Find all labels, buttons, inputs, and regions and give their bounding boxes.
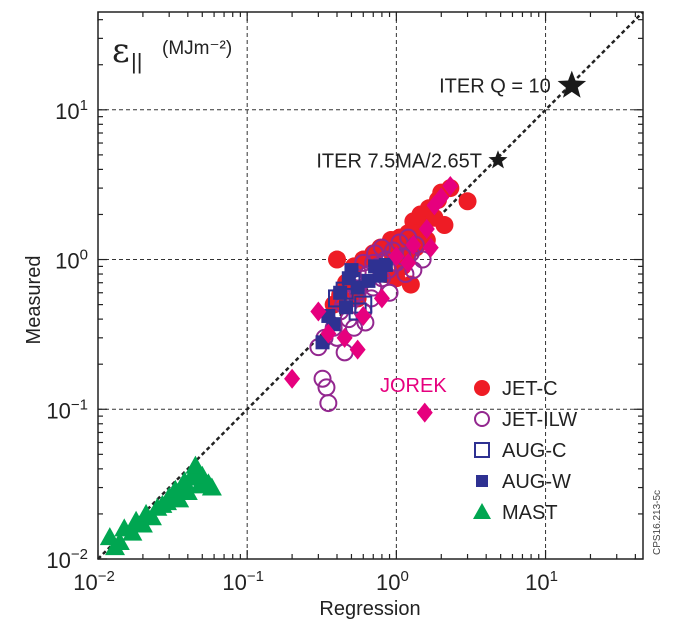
legend-label-aug-w: AUG-W [502, 471, 571, 493]
legend: JET-C JET-ILW AUG-C AUG-W MAST [473, 378, 577, 524]
figure-code: CPS16.213-5c [652, 490, 663, 555]
quantity-subscript: || [131, 49, 142, 74]
point-jorek [388, 246, 405, 267]
point-mast [141, 507, 162, 526]
point-aug-w [378, 257, 393, 272]
legend-label-aug-c: AUG-C [502, 440, 566, 462]
point-jorek [405, 235, 422, 256]
iter-q10-star-icon [557, 70, 587, 98]
point-aug-w [333, 285, 348, 300]
x-tick-label: 101 [525, 568, 558, 595]
legend-label-jet-ilw: JET-ILW [502, 409, 577, 431]
legend-marker-mast [473, 503, 491, 519]
data-marks [99, 175, 477, 556]
point-jorek [400, 252, 417, 273]
iter-q10-label: ITER Q = 10 [439, 76, 551, 98]
y-tick-label: 10−2 [46, 546, 88, 573]
point-mast [156, 492, 177, 511]
point-jorek [418, 218, 435, 239]
axis-ticks: 10−2 10−1 100 101 10−2 10−1 100 101 [46, 12, 643, 595]
point-jorek [320, 323, 337, 344]
iter-7p5ma-star-icon [488, 150, 508, 169]
legend-marker-aug-c [474, 442, 490, 458]
x-tick-label: 10−1 [222, 568, 264, 595]
point-mast [132, 514, 153, 533]
point-jorek [336, 327, 353, 348]
iter-7p5ma-label: ITER 7.5MA/2.65T [316, 150, 482, 172]
point-jet-c [458, 192, 477, 211]
plot-frame [97, 11, 644, 560]
point-aug-w [373, 268, 388, 283]
point-jorek [433, 187, 450, 208]
point-mast [185, 455, 206, 474]
point-jet-c [401, 275, 420, 294]
y-tick-label: 100 [55, 247, 88, 274]
point-jorek [442, 175, 459, 196]
point-jet-ilw [319, 394, 338, 413]
legend-label-mast: MAST [502, 502, 558, 524]
legend-label-jet-c: JET-C [502, 378, 558, 400]
point-jorek [310, 301, 327, 322]
point-jet-c [435, 216, 454, 235]
point-jorek [373, 288, 390, 309]
legend-marker-aug-w [476, 475, 488, 487]
point-aug-w [339, 300, 354, 315]
y-tick-label: 101 [55, 97, 88, 124]
point-jorek [416, 402, 433, 423]
point-mast [109, 531, 130, 550]
y-axis-title: Measured [23, 256, 45, 345]
iter-markers: ITER Q = 10 ITER 7.5MA/2.65T [316, 70, 587, 172]
legend-marker-jet-c [474, 380, 490, 396]
x-tick-label: 100 [376, 568, 409, 595]
quantity-symbol: ε [112, 31, 130, 71]
point-jet-ilw [372, 238, 391, 257]
x-tick-label: 10−2 [73, 568, 115, 595]
point-mast [177, 482, 198, 501]
point-mast [201, 477, 222, 496]
point-aug-w [341, 271, 356, 286]
point-jorek [284, 368, 301, 389]
quantity-units: (MJm⁻²) [162, 38, 232, 59]
point-jorek [422, 237, 439, 258]
point-jorek [355, 305, 372, 326]
point-mast [122, 522, 143, 541]
legend-marker-jet-ilw [474, 411, 490, 427]
y-tick-label: 10−1 [46, 396, 88, 423]
point-jet-c [328, 250, 347, 269]
point-aug-w [361, 273, 376, 288]
point-jorek [349, 339, 366, 360]
point-jet-ilw [313, 369, 332, 388]
point-mast [169, 489, 190, 508]
x-axis-title: Regression [319, 598, 420, 620]
jorek-label: JOREK [380, 375, 447, 397]
point-jet-ilw [413, 250, 432, 269]
